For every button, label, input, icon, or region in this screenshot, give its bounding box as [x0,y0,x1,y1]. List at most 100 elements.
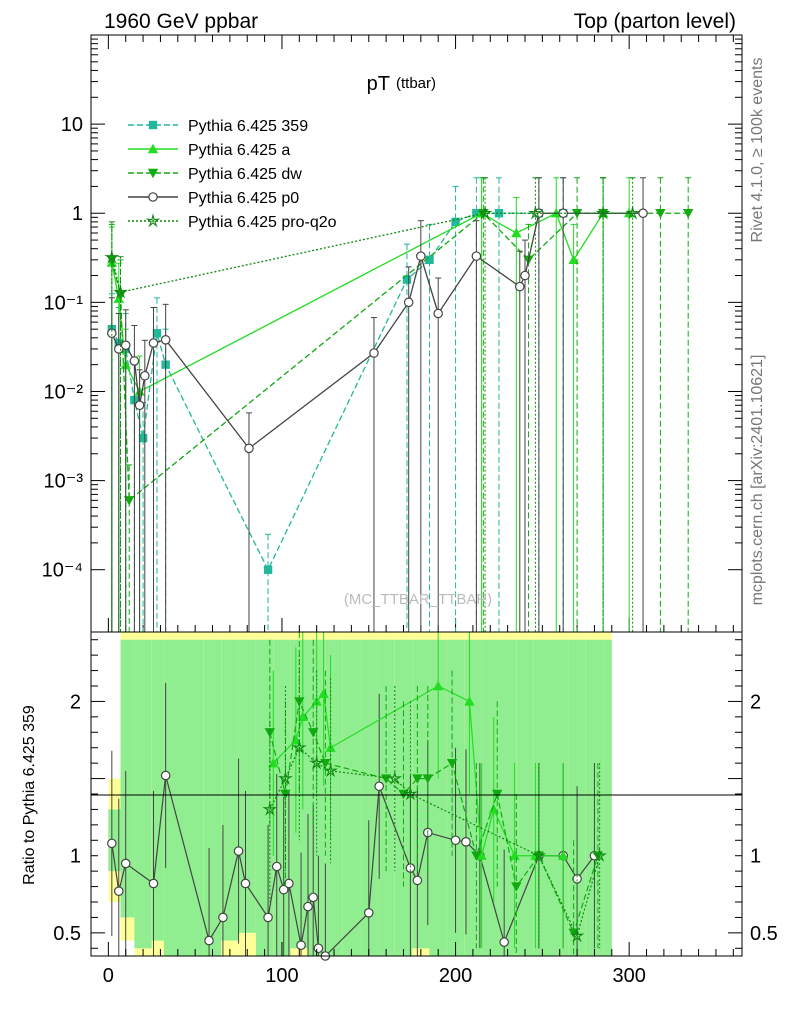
band-inner-bin [238,639,256,933]
ratio-y-tick-label: 0.5 [53,923,81,945]
ratio-data-point [557,850,569,860]
legend-marker [148,192,158,202]
main-series-layer [104,177,694,632]
ratio-data-point [412,774,423,784]
ratio-data-point [433,680,444,691]
ratio-data-point [387,770,403,785]
band-inner-bin [325,639,343,956]
ratio-data-point [511,882,522,892]
band-inner-bin [342,639,361,956]
data-point [494,209,504,218]
series-0 [107,177,568,632]
data-point [244,443,254,454]
data-point [402,275,412,284]
ratio-data-point [488,804,499,814]
ratio-data-point [294,697,305,707]
rivet-version-label: Rivet 4.1.0, ≥ 100k events [749,58,766,243]
legend-item: Pythia 6.425 dw [128,166,302,183]
data-point [134,400,145,411]
ratio-data-point [572,874,582,884]
plot-title: pT [367,73,390,95]
ratio-data-point [308,728,319,738]
plot-subtitle: (ttbar) [396,75,436,92]
band-inner-bin [429,639,447,956]
ratio-data-point [264,728,276,738]
ratio-data-point [240,878,251,889]
ratio-uncertainty-band [108,632,612,956]
band-inner-bin [255,639,274,956]
ratio-data-point [531,847,547,863]
band-inner-bin [308,639,326,956]
x-tick-label: 100 [265,965,298,987]
band-inner-bin [464,639,482,956]
ratio-axis-ticks: 2 2 1 1 0.5 0.5 0 100 200 300 [53,639,778,987]
band-inner-bin [221,639,239,941]
legend-marker [147,143,159,154]
series-3 [107,177,648,632]
series-2 [106,177,694,632]
data-point [595,205,611,220]
data-point [682,209,694,219]
data-point [520,270,530,281]
ratio-data-point [569,928,585,943]
main-y-tick-label: 10⁻¹ [44,292,84,314]
ratio-data-point [323,763,339,778]
header-process-label: Top (parton level) [574,10,736,33]
legend-label: Pythia 6.425 pro-q2o [188,214,337,231]
legend-item: Pythia 6.425 a [128,142,290,159]
data-point [625,205,641,220]
series-line [111,212,633,293]
data-point [471,251,482,261]
main-y-tick-label: 10⁻³ [44,471,84,493]
x-tick-label: 0 [103,965,114,987]
ratio-data-point [284,878,294,889]
ratio-data-point [291,739,307,755]
analysis-watermark: (MC_TTBAR_TTBAR) [344,591,492,608]
ratio-series-line [269,699,599,935]
ratio-y-tick-label-right: 1 [750,846,761,868]
legend-marker [145,213,161,228]
ratio-series-3 [262,655,608,956]
ratio-data-point [422,774,433,784]
ratio-data-point [296,940,306,950]
data-point [152,329,162,338]
data-point [527,205,543,220]
band-inner-bin [533,639,552,956]
data-point [655,209,666,219]
data-point [369,348,379,358]
band-inner-bin [516,639,534,956]
main-plot-panel: 10 1 10⁻¹ 10⁻² 10⁻³ 10⁻⁴ pT (ttbar) (MC_TTBAR… [42,34,743,633]
data-point [425,255,434,265]
band-inner-bin [273,639,291,956]
legend-item: Pythia 6.425 359 [128,118,308,135]
band-inner-bin [163,639,187,956]
legend-marker [147,168,159,179]
ratio-axis-label: Ratio to Pythia 6.425 359 [21,705,38,885]
ratio-series-layer [107,632,608,961]
ratio-y-tick-label: 2 [70,691,81,713]
data-point [123,496,135,506]
band-inner-bin [120,639,135,918]
legend-item: Pythia 6.425 pro-q2o [128,213,337,231]
data-point [148,338,159,348]
data-point [511,227,522,238]
ratio-plot-panel: 2 2 1 1 0.5 0.5 0 100 200 300 [53,631,778,987]
header-energy-label: 1960 GeV ppbar [104,10,258,33]
data-point [138,433,148,443]
legend: Pythia 6.425 359 Pythia 6.425 a Pythia 6.4… [128,118,337,231]
ratio-data-point [204,935,214,946]
ratio-data-point [297,711,308,722]
ratio-y-tick-label-right: 0.5 [750,923,778,945]
ratio-series-line [269,746,601,938]
main-y-tick-label: 10⁻⁴ [42,560,83,582]
data-point [433,308,443,319]
legend-label: Pythia 6.425 359 [188,118,308,135]
data-point [514,281,525,292]
ratio-data-point [446,758,458,769]
ratio-data-point [450,835,461,846]
band-inner-bin [603,639,612,956]
ratio-data-point [592,847,608,863]
data-point [558,208,568,219]
ratio-data-point [233,846,244,856]
ratio-data-point [402,786,418,801]
